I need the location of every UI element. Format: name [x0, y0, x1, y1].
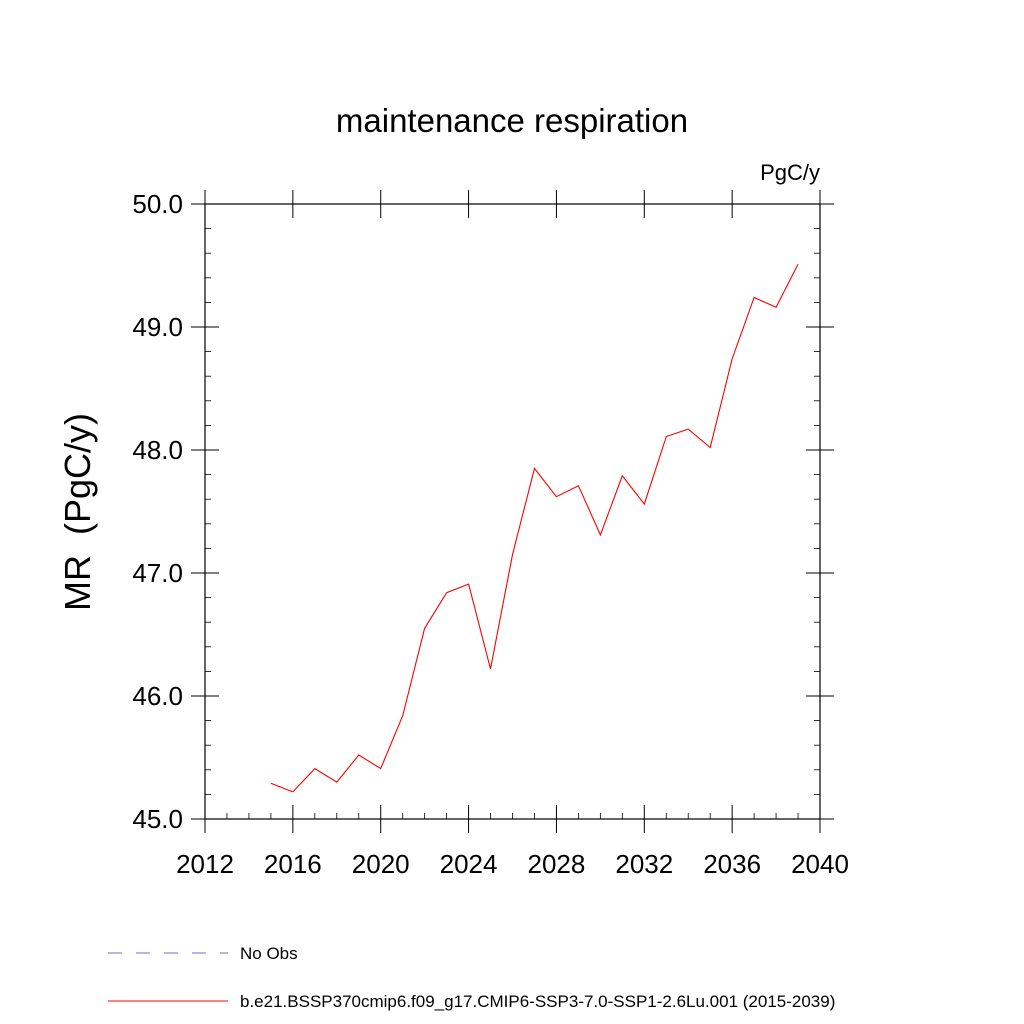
x-tick-label: 2020 — [352, 849, 410, 879]
y-tick-label: 49.0 — [132, 312, 183, 342]
chart-title: maintenance respiration — [336, 102, 688, 139]
x-tick-label: 2012 — [176, 849, 234, 879]
x-tick-label: 2024 — [440, 849, 498, 879]
x-tick-label: 2040 — [791, 849, 849, 879]
y-tick-label: 47.0 — [132, 558, 183, 588]
legend-label: No Obs — [240, 944, 298, 963]
series-line — [270, 264, 799, 793]
plot-frame — [204, 203, 821, 820]
y-tick-label: 48.0 — [132, 435, 183, 465]
y-tick-label: 46.0 — [132, 681, 183, 711]
y-tick-label: 45.0 — [132, 804, 183, 834]
x-tick-label: 2036 — [703, 849, 761, 879]
legend-label: b.e21.BSSP370cmip6.f09_g17.CMIP6-SSP3-7.… — [240, 992, 835, 1011]
y-tick-label: 50.0 — [132, 189, 183, 219]
x-tick-label: 2028 — [528, 849, 586, 879]
y-axis-label: MR (PgC/y) — [57, 413, 98, 611]
x-tick-label: 2016 — [264, 849, 322, 879]
units-label: PgC/y — [760, 160, 820, 185]
x-tick-label: 2032 — [615, 849, 673, 879]
